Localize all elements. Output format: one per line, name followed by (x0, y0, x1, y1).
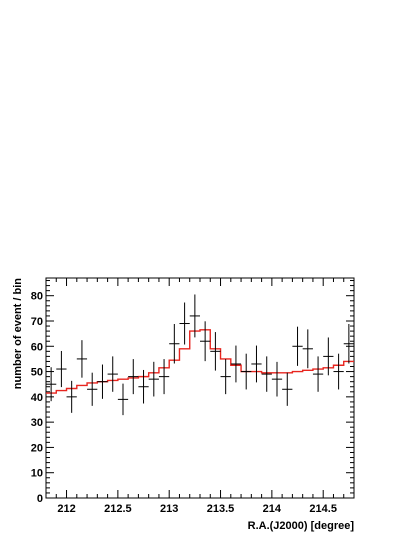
data-point (241, 353, 252, 390)
data-point (261, 356, 272, 392)
y-tick-label: 30 (31, 417, 43, 429)
data-point (343, 323, 354, 364)
y-tick-label: 10 (31, 468, 43, 480)
data-point (179, 302, 190, 345)
x-axis-title: R.A.(J2000) [degree] (248, 520, 355, 532)
data-point (302, 329, 313, 369)
data-point (97, 364, 108, 399)
data-point (282, 372, 293, 406)
y-tick-label: 80 (31, 291, 43, 303)
axis-ticks (45, 278, 355, 499)
y-tick-label: 60 (31, 341, 43, 353)
y-tick-label: 20 (31, 442, 43, 454)
data-point (138, 369, 149, 404)
data-point (117, 383, 129, 416)
data-point (66, 380, 77, 413)
data-point (148, 361, 159, 397)
y-tick-label: 0 (37, 493, 43, 505)
data-point (158, 359, 170, 395)
data-point (312, 356, 324, 392)
data-point (210, 332, 221, 371)
data-point (230, 345, 242, 383)
data-point (220, 359, 231, 395)
y-axis-title: number of event / bin (12, 278, 24, 390)
data-point (251, 345, 262, 383)
x-tick-label: 213.5 (207, 503, 235, 515)
data-point (323, 337, 334, 376)
data-point (189, 294, 200, 338)
data-point (292, 326, 303, 366)
x-tick-label: 214 (263, 503, 282, 515)
data-point (87, 372, 98, 406)
data-point (271, 361, 283, 397)
x-tick-label: 212 (57, 503, 75, 515)
x-tick-label: 213 (160, 503, 178, 515)
data-point (169, 323, 180, 364)
data-point (46, 367, 57, 402)
model-histogram (46, 329, 354, 394)
data-point (76, 340, 88, 378)
data-points (46, 294, 354, 416)
model-step-line (46, 329, 354, 394)
y-tick-label: 50 (31, 367, 43, 379)
data-point (107, 356, 118, 392)
x-tick-label: 214.5 (309, 503, 337, 515)
axis-tick-labels: 0 10 20 30 40 50 60 70 80 212 212.5 213 213.5 214 214.… (31, 291, 337, 515)
data-point (56, 350, 67, 388)
y-tick-label: 70 (31, 316, 43, 328)
data-point (200, 321, 211, 362)
data-point (128, 359, 139, 395)
data-point (333, 353, 344, 390)
y-tick-label: 40 (31, 392, 43, 404)
x-tick-label: 212.5 (104, 503, 132, 515)
